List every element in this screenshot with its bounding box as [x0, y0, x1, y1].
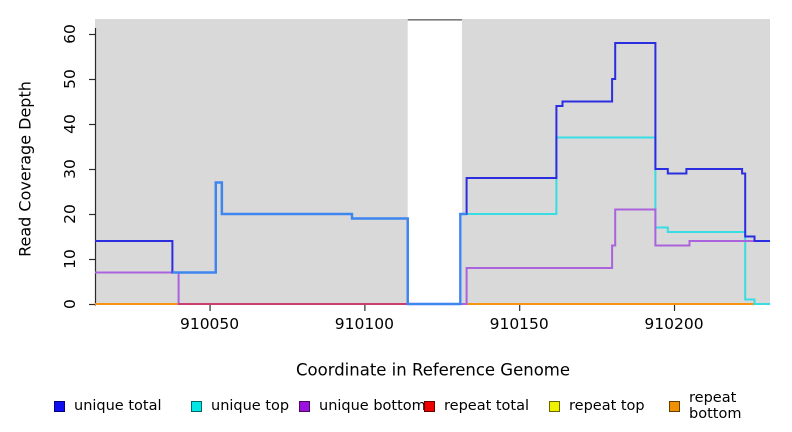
- y-axis-title: Read Coverage Depth: [15, 81, 35, 257]
- y-tick-label-50: 50: [61, 69, 79, 89]
- x-tick-label-910100: 910100: [334, 315, 394, 333]
- gap-region: [407, 19, 462, 305]
- y-tick-label-10: 10: [61, 249, 79, 269]
- x-tick-label-910200: 910200: [644, 315, 704, 333]
- x-tick-label-910150: 910150: [489, 315, 549, 333]
- y-tick-label-60: 60: [61, 24, 79, 44]
- y-tick-label-30: 30: [61, 159, 79, 179]
- x-tick-label-910050: 910050: [179, 315, 240, 333]
- y-tick-label-20: 20: [61, 204, 79, 224]
- y-tick-label-0: 0: [61, 299, 79, 309]
- blue-cyan-overlap: [172, 181, 467, 306]
- y-tick-label-40: 40: [61, 114, 79, 134]
- x-axis-title: Coordinate in Reference Genome: [295, 360, 571, 380]
